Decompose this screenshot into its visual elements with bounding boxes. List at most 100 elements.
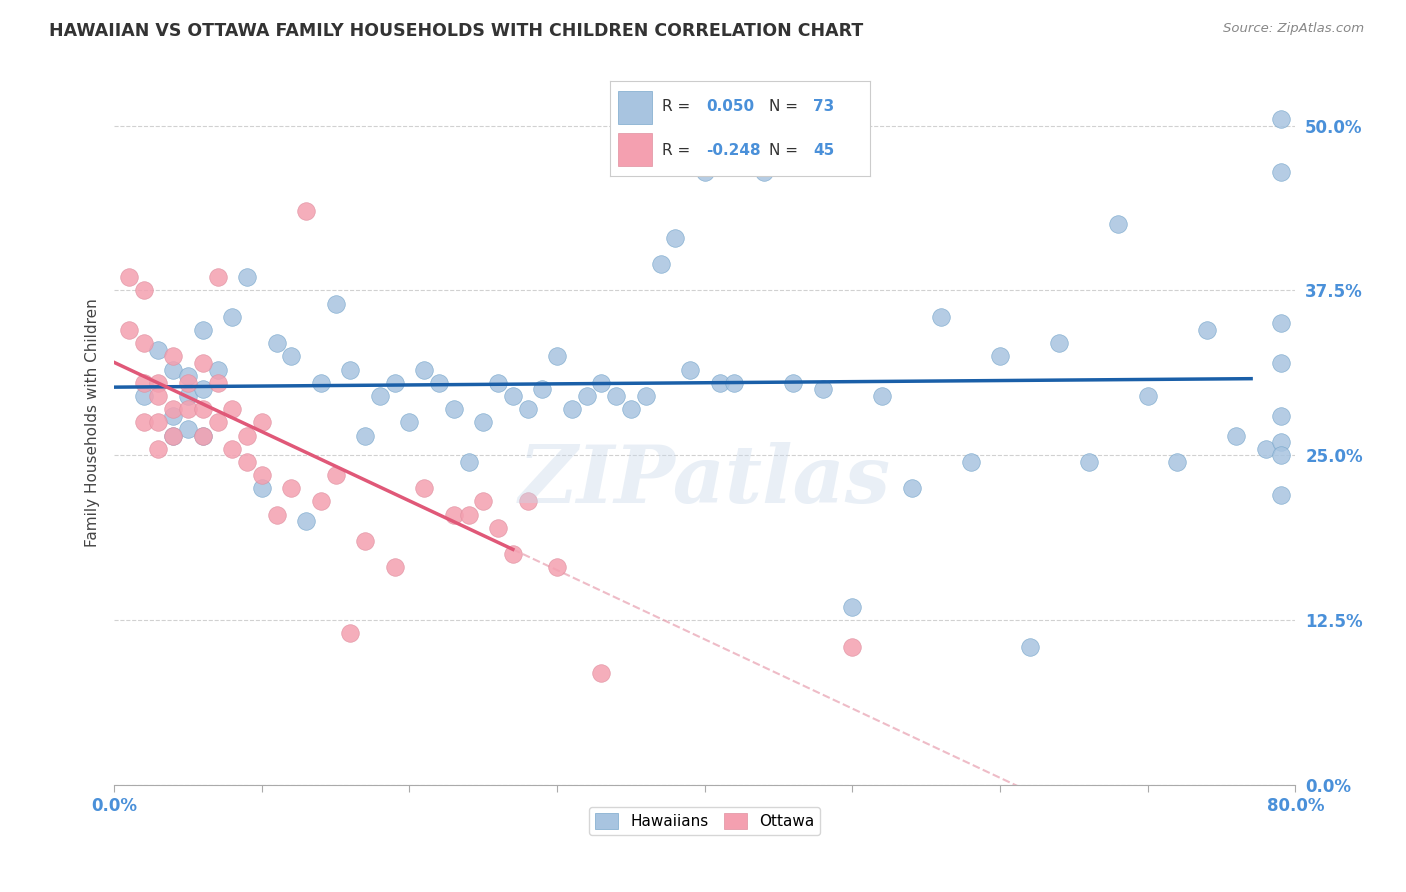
Point	[1270, 165, 1292, 179]
Point	[502, 389, 524, 403]
Point	[191, 356, 214, 370]
Point	[752, 165, 775, 179]
Point	[486, 521, 509, 535]
Y-axis label: Family Households with Children: Family Households with Children	[86, 298, 100, 547]
Point	[221, 402, 243, 417]
Point	[295, 204, 318, 219]
Point	[132, 336, 155, 351]
Point	[236, 428, 259, 442]
Point	[841, 640, 863, 654]
Point	[384, 376, 406, 390]
Point	[191, 383, 214, 397]
Point	[177, 389, 200, 403]
Point	[1270, 317, 1292, 331]
Text: Source: ZipAtlas.com: Source: ZipAtlas.com	[1223, 22, 1364, 36]
Point	[118, 323, 141, 337]
Point	[207, 270, 229, 285]
Point	[132, 376, 155, 390]
Point	[191, 428, 214, 442]
Point	[413, 481, 436, 495]
Text: ZIPatlas: ZIPatlas	[519, 442, 891, 519]
Point	[620, 402, 643, 417]
Point	[236, 270, 259, 285]
Point	[162, 350, 184, 364]
Point	[709, 376, 731, 390]
Point	[191, 428, 214, 442]
Point	[591, 665, 613, 680]
Point	[1047, 336, 1070, 351]
Point	[132, 415, 155, 429]
Point	[516, 494, 538, 508]
Point	[148, 442, 170, 456]
Point	[354, 534, 377, 549]
Point	[679, 362, 702, 376]
Point	[782, 376, 804, 390]
Point	[531, 383, 554, 397]
Point	[1077, 455, 1099, 469]
Point	[988, 350, 1011, 364]
Point	[1270, 435, 1292, 450]
Point	[162, 428, 184, 442]
Point	[177, 376, 200, 390]
Point	[634, 389, 657, 403]
Point	[1270, 112, 1292, 126]
Point	[325, 296, 347, 310]
Point	[1270, 448, 1292, 462]
Point	[1225, 428, 1247, 442]
Point	[457, 508, 479, 522]
Point	[162, 428, 184, 442]
Point	[443, 402, 465, 417]
Point	[650, 257, 672, 271]
Point	[870, 389, 893, 403]
Point	[693, 165, 716, 179]
Point	[1136, 389, 1159, 403]
Point	[591, 376, 613, 390]
Point	[811, 383, 834, 397]
Point	[664, 230, 686, 244]
Legend: Hawaiians, Ottawa: Hawaiians, Ottawa	[589, 807, 821, 836]
Point	[191, 323, 214, 337]
Point	[325, 468, 347, 483]
Point	[413, 362, 436, 376]
Point	[368, 389, 391, 403]
Point	[1166, 455, 1188, 469]
Point	[280, 350, 302, 364]
Point	[472, 494, 495, 508]
Point	[1270, 356, 1292, 370]
Point	[605, 389, 627, 403]
Point	[502, 547, 524, 561]
Point	[546, 560, 568, 574]
Point	[1018, 640, 1040, 654]
Point	[723, 376, 745, 390]
Point	[309, 376, 332, 390]
Point	[575, 389, 598, 403]
Point	[280, 481, 302, 495]
Point	[221, 442, 243, 456]
Point	[900, 481, 922, 495]
Point	[250, 415, 273, 429]
Point	[427, 376, 450, 390]
Point	[207, 362, 229, 376]
Point	[177, 369, 200, 384]
Point	[162, 402, 184, 417]
Point	[266, 336, 288, 351]
Point	[339, 626, 361, 640]
Point	[472, 415, 495, 429]
Point	[959, 455, 981, 469]
Text: HAWAIIAN VS OTTAWA FAMILY HOUSEHOLDS WITH CHILDREN CORRELATION CHART: HAWAIIAN VS OTTAWA FAMILY HOUSEHOLDS WIT…	[49, 22, 863, 40]
Point	[1107, 218, 1129, 232]
Point	[546, 350, 568, 364]
Point	[398, 415, 420, 429]
Point	[177, 402, 200, 417]
Point	[132, 389, 155, 403]
Point	[207, 376, 229, 390]
Point	[162, 362, 184, 376]
Point	[148, 389, 170, 403]
Point	[516, 402, 538, 417]
Point	[250, 468, 273, 483]
Point	[486, 376, 509, 390]
Point	[177, 422, 200, 436]
Point	[561, 402, 583, 417]
Point	[191, 402, 214, 417]
Point	[309, 494, 332, 508]
